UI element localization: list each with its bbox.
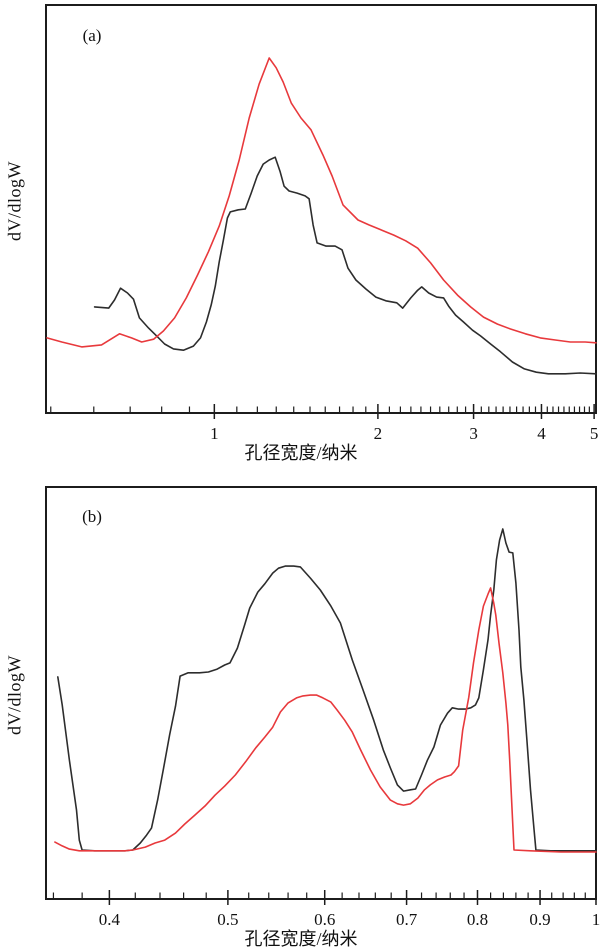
x-tick-label-b-0.6: 0.6 bbox=[314, 910, 335, 929]
panel-b-red-curve bbox=[54, 587, 597, 853]
x-tick-label-b-0.4: 0.4 bbox=[99, 910, 121, 929]
panel-a-label: (a) bbox=[82, 26, 102, 45]
panel-b-y-axis-title: dV/dlogW bbox=[4, 655, 25, 735]
panel-a-red-curve bbox=[46, 57, 597, 348]
panel-a-black-curve bbox=[93, 156, 597, 375]
panel-b-x-axis-title: 孔径宽度/纳米 bbox=[244, 929, 358, 949]
x-tick-label-b-0.7: 0.7 bbox=[396, 910, 418, 929]
panel-a-axes-box bbox=[45, 4, 597, 414]
x-tick-label-b-0.5: 0.5 bbox=[217, 910, 238, 929]
x-tick-label-a-4: 4 bbox=[537, 424, 546, 443]
x-tick-label-a-5: 5 bbox=[590, 424, 599, 443]
panel-a-x-axis-title: 孔径宽度/纳米 bbox=[244, 443, 358, 463]
panel-b-black-curve bbox=[57, 528, 597, 852]
panel-b-label: (b) bbox=[82, 507, 102, 526]
x-tick-label-b-1: 1 bbox=[592, 910, 600, 929]
x-tick-label-a-2: 2 bbox=[374, 424, 383, 443]
panel-b-axes-box bbox=[45, 486, 597, 900]
x-tick-label-b-0.8: 0.8 bbox=[467, 910, 488, 929]
x-tick-label-b-0.9: 0.9 bbox=[529, 910, 550, 929]
x-tick-label-a-3: 3 bbox=[469, 424, 478, 443]
x-tick-label-a-1: 1 bbox=[210, 424, 219, 443]
panel-a-y-axis-title: dV/dlogW bbox=[4, 161, 25, 241]
